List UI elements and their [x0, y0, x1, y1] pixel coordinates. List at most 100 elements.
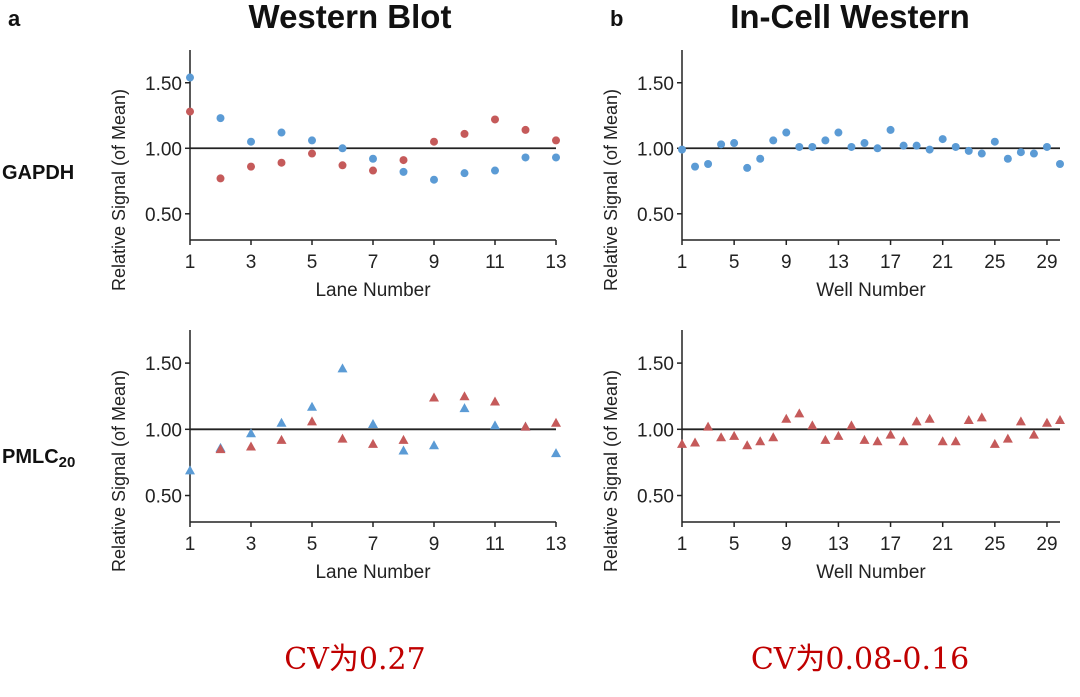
- data-point-triangle: [872, 436, 883, 446]
- y-tick-label: 1.50: [637, 354, 674, 375]
- data-point-circle: [216, 174, 225, 183]
- panel-a-letter: a: [8, 6, 21, 31]
- data-point-circle: [795, 142, 804, 151]
- data-point-triangle: [859, 434, 870, 444]
- x-tick-label: 29: [1036, 252, 1057, 273]
- data-point-triangle: [742, 440, 753, 450]
- y-tick-label: 0.50: [145, 487, 182, 508]
- data-point-triangle: [490, 420, 500, 430]
- panel-a-title: Western Blot: [248, 0, 452, 35]
- x-tick-label: 21: [932, 252, 953, 273]
- data-point-circle: [977, 149, 986, 158]
- y-tick-label: 1.00: [637, 139, 674, 160]
- data-point-circle: [399, 167, 408, 176]
- row-label-pmlc-main: PMLC: [2, 446, 59, 468]
- data-point-circle: [247, 162, 255, 171]
- data-point-circle: [925, 145, 934, 154]
- data-point-triangle: [729, 430, 740, 440]
- data-point-circle: [186, 107, 194, 116]
- data-point-triangle: [885, 429, 896, 439]
- data-point-circle: [216, 114, 225, 123]
- data-point-circle: [1003, 154, 1012, 163]
- data-point-triangle: [794, 408, 805, 418]
- data-point-triangle: [1002, 433, 1013, 443]
- data-point-triangle: [1055, 415, 1065, 425]
- data-point-triangle: [276, 434, 287, 444]
- data-point-triangle: [820, 434, 831, 444]
- data-point-triangle: [490, 396, 500, 406]
- data-point-triangle: [246, 428, 256, 438]
- data-point-circle: [717, 140, 726, 149]
- data-point-circle: [743, 163, 752, 172]
- data-point-triangle: [429, 392, 439, 402]
- data-point-circle: [847, 142, 856, 151]
- data-point-circle: [691, 162, 700, 171]
- row-label-gapdh: GAPDH: [2, 162, 75, 184]
- data-point-triangle: [833, 430, 844, 440]
- data-point-triangle: [368, 438, 378, 448]
- data-point-circle: [951, 142, 960, 151]
- data-point-circle: [782, 128, 791, 137]
- data-point-triangle: [551, 448, 561, 458]
- x-tick-label: 5: [729, 252, 740, 273]
- data-point-triangle: [337, 433, 348, 443]
- data-point-circle: [990, 137, 999, 146]
- data-point-circle: [821, 136, 830, 145]
- y-tick-label: 1.00: [145, 420, 182, 441]
- data-point-circle: [552, 153, 560, 162]
- data-point-triangle: [551, 417, 561, 427]
- data-point-circle: [430, 137, 438, 146]
- data-point-circle: [430, 175, 438, 184]
- data-point-circle: [873, 144, 882, 153]
- data-point-circle: [938, 135, 947, 144]
- data-point-triangle: [459, 403, 470, 413]
- x-axis-label: Lane Number: [315, 562, 431, 583]
- data-point-circle: [886, 125, 895, 134]
- data-point-circle: [704, 160, 713, 168]
- data-point-circle: [678, 145, 686, 154]
- y-tick-label: 0.50: [637, 205, 674, 226]
- data-point-circle: [521, 125, 530, 134]
- chart-icw-gapdh: 0.50 1.00 1.50 1 5 9 13 17 21 25 29 Well Number Rela…: [601, 50, 1064, 301]
- data-point-triangle: [368, 419, 378, 429]
- x-tick-label: 29: [1036, 534, 1057, 555]
- x-tick-label: 9: [429, 252, 440, 273]
- x-axis-label: Well Number: [816, 562, 926, 583]
- data-point-triangle: [307, 416, 317, 426]
- x-axis-label: Lane Number: [315, 280, 431, 301]
- x-tick-label: 13: [828, 534, 849, 555]
- data-point-triangle: [215, 444, 226, 454]
- data-point-circle: [964, 146, 973, 155]
- x-tick-label: 3: [246, 252, 257, 273]
- data-point-triangle: [520, 421, 531, 431]
- y-axis-label: Relative Signal (of Mean): [109, 89, 129, 291]
- data-point-triangle: [677, 438, 687, 448]
- data-point-triangle: [337, 363, 348, 373]
- data-point-triangle: [950, 436, 961, 446]
- panel-b-letter: b: [610, 6, 624, 31]
- data-point-circle: [808, 142, 817, 151]
- data-point-triangle: [185, 465, 195, 475]
- data-point-circle: [247, 137, 255, 146]
- cv-note-in-cell-western: CV为0.08-0.16: [750, 642, 970, 677]
- data-point-circle: [277, 158, 286, 167]
- data-point-triangle: [781, 413, 792, 423]
- data-point-triangle: [459, 391, 470, 401]
- x-tick-label: 13: [545, 534, 566, 555]
- y-axis-label: Relative Signal (of Mean): [601, 370, 621, 572]
- x-tick-label: 5: [729, 534, 740, 555]
- x-tick-label: 1: [677, 534, 688, 555]
- data-point-triangle: [690, 437, 701, 447]
- x-tick-label: 9: [781, 252, 792, 273]
- panel-b-title: In-Cell Western: [730, 0, 970, 35]
- data-point-circle: [491, 166, 499, 175]
- x-tick-label: 5: [307, 252, 318, 273]
- data-point-triangle: [703, 421, 714, 431]
- x-tick-label: 7: [368, 252, 379, 273]
- data-point-circle: [1029, 149, 1038, 158]
- data-point-triangle: [911, 416, 922, 426]
- data-point-triangle: [246, 441, 256, 451]
- x-tick-label: 3: [246, 534, 257, 555]
- row-label-pmlc-subscript: 20: [58, 454, 76, 471]
